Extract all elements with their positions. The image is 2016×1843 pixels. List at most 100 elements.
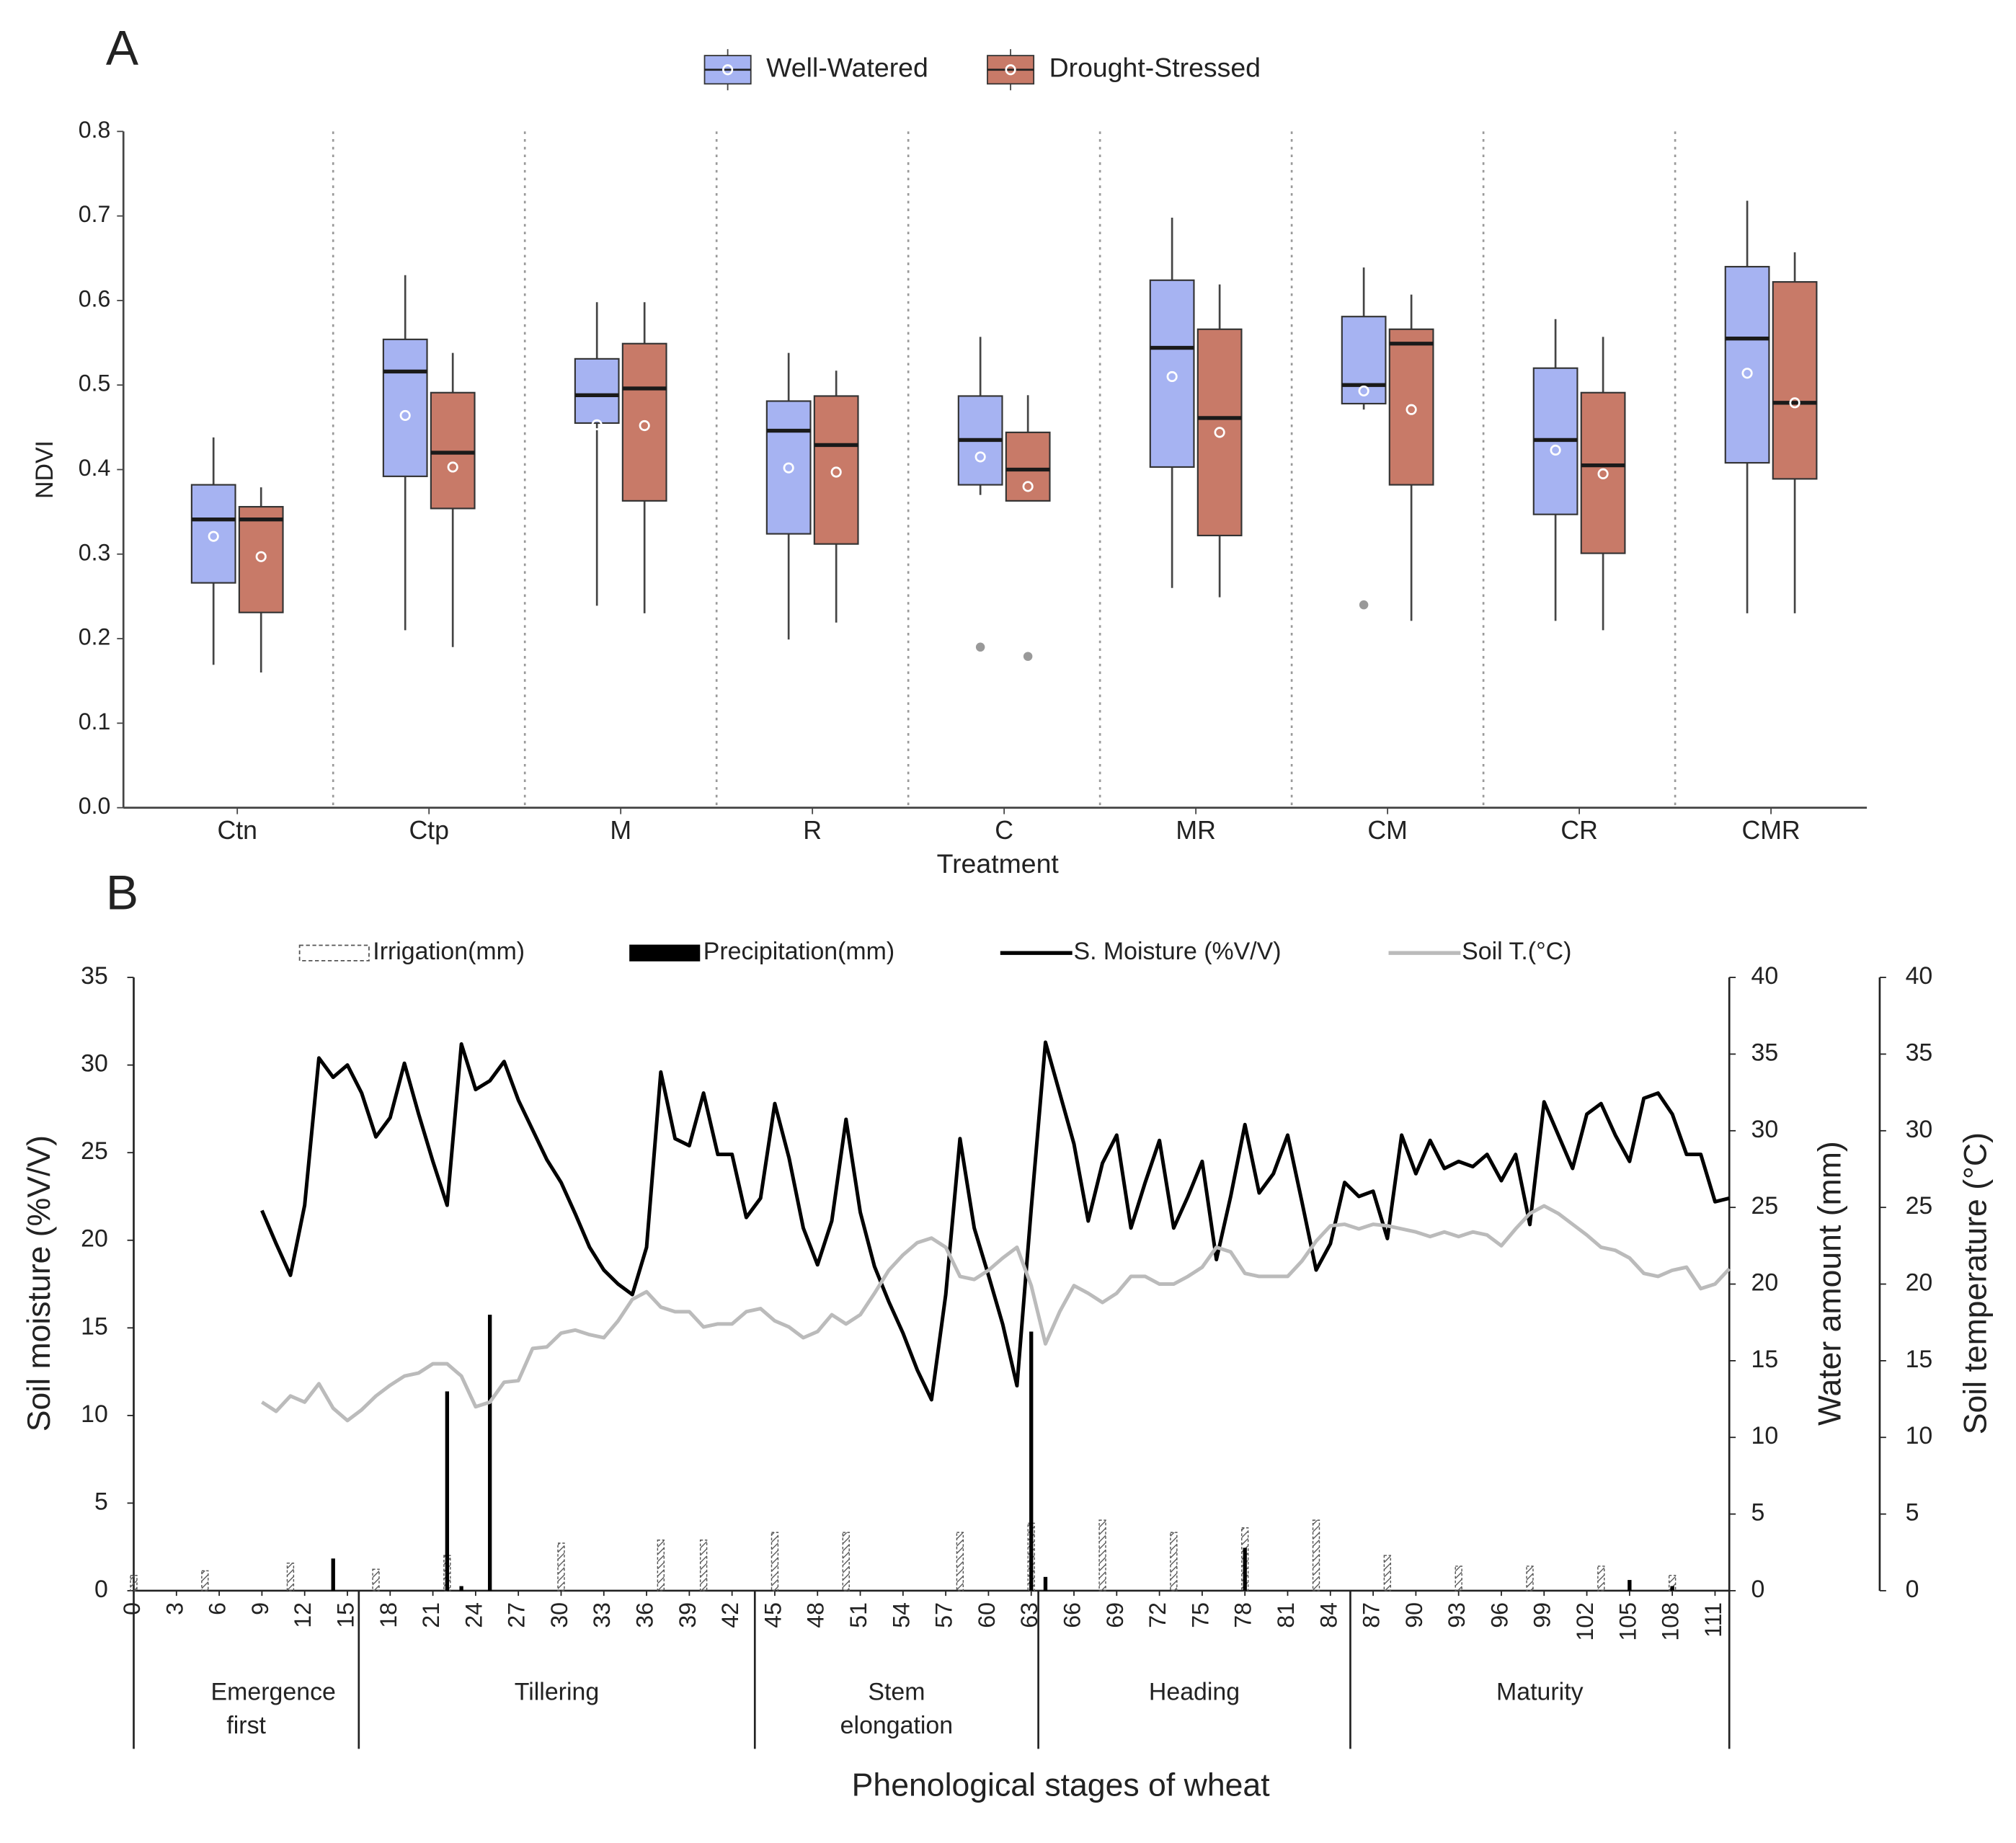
bar (1170, 1532, 1178, 1591)
box (1388, 328, 1434, 486)
y2-tick-label: 35 (1751, 1039, 1779, 1066)
mean (1789, 397, 1800, 409)
line (261, 1204, 1731, 1423)
y-tick-label: 0.6 (79, 285, 111, 311)
x-tick-label: 36 (632, 1602, 658, 1628)
x-tick-label: 87 (1359, 1602, 1385, 1628)
bar (771, 1532, 779, 1591)
bar (1383, 1555, 1392, 1591)
x-tick-label: 9 (247, 1602, 273, 1615)
y2-tick-label: 40 (1751, 962, 1779, 990)
x-tick-label: 99 (1529, 1602, 1555, 1628)
mean (1214, 427, 1225, 438)
x-tick-label: 42 (717, 1602, 743, 1628)
y2-axis-label: Water amount (mm) (1813, 1141, 1848, 1426)
outlier (1023, 652, 1033, 661)
y-tick-label: 0.7 (79, 201, 111, 227)
box (1580, 391, 1626, 554)
y3-tick-label: 35 (1906, 1039, 1933, 1066)
x-tick-label: 39 (675, 1602, 701, 1628)
box (238, 506, 284, 613)
box (1149, 279, 1195, 468)
bar (1526, 1566, 1534, 1591)
bar (1597, 1566, 1605, 1591)
y-tick-label: 0.5 (79, 370, 111, 396)
y2-tick-label: 20 (1751, 1269, 1779, 1296)
y3-tick-label: 30 (1906, 1116, 1933, 1143)
y-tick-label: 20 (81, 1225, 108, 1253)
mean (1550, 444, 1561, 456)
y-tick-label: 0.3 (79, 539, 111, 565)
x-tick-label: 24 (461, 1602, 487, 1628)
y-axis-label: Soil moisture (%V/V) (22, 1135, 57, 1431)
x-tick-label: 75 (1187, 1602, 1213, 1628)
bar (1670, 1586, 1674, 1591)
legend-label: Precipitation(mm) (703, 938, 894, 965)
bar (459, 1586, 463, 1591)
panel-label: A (106, 22, 139, 76)
x-tick-label: 21 (418, 1602, 444, 1628)
x-axis-label: Phenological stages of wheat (852, 1768, 1271, 1803)
legend-label: Well-Watered (766, 53, 928, 83)
y-tick-label: 0.2 (79, 624, 111, 650)
x-tick-label: R (803, 816, 822, 845)
legend-swatch (298, 944, 370, 962)
mean (1741, 368, 1753, 379)
mean (974, 451, 986, 463)
y-tick-label: 0.0 (79, 793, 111, 819)
x-tick-label: 78 (1230, 1602, 1256, 1628)
x-tick-label: 105 (1615, 1602, 1640, 1641)
box (1196, 328, 1243, 537)
bar (1628, 1580, 1632, 1591)
x-axis-label: Treatment (937, 848, 1060, 879)
y3-tick-label: 0 (1906, 1576, 1919, 1603)
box (765, 400, 812, 535)
y2-tick-label: 25 (1751, 1192, 1779, 1220)
y-tick-label: 10 (81, 1400, 108, 1428)
x-tick-label: 111 (1700, 1602, 1726, 1638)
y-tick-label: 0.1 (79, 709, 111, 734)
x-tick-label: 66 (1060, 1602, 1085, 1628)
box (574, 358, 620, 425)
box (813, 395, 859, 545)
y2-tick-label: 30 (1751, 1116, 1779, 1143)
stage-label: Stem elongation (840, 1679, 954, 1740)
x-tick-label: 108 (1658, 1602, 1684, 1641)
mean (830, 466, 842, 478)
y3-axis-label: Soil temperature (°C) (1958, 1132, 1993, 1434)
x-tick-label: 0 (119, 1602, 145, 1615)
x-tick-label: CMR (1741, 816, 1800, 845)
stage-label: Emergence first shoot (210, 1679, 336, 1749)
mean (447, 461, 458, 473)
bar (201, 1570, 209, 1591)
x-tick-label: 102 (1572, 1602, 1598, 1641)
x-tick-label: M (610, 816, 631, 845)
box (621, 342, 667, 502)
y3-tick-label: 40 (1906, 962, 1933, 990)
x-tick-label: 51 (845, 1602, 871, 1628)
legend-mean (1005, 64, 1016, 76)
panel-label: B (106, 866, 138, 920)
bar (372, 1568, 380, 1591)
legend-swatch (629, 944, 701, 962)
stage-label: Maturity (1496, 1679, 1584, 1707)
legend-label: S. Moisture (%V/V) (1073, 938, 1281, 965)
y2-tick-label: 10 (1751, 1422, 1779, 1449)
box (430, 391, 476, 510)
legend-mean (722, 64, 734, 76)
bar (699, 1540, 708, 1591)
x-tick-label: 15 (332, 1602, 358, 1628)
x-tick-label: 27 (504, 1602, 530, 1628)
outlier (975, 642, 985, 652)
x-tick-label: 81 (1273, 1602, 1299, 1628)
bar (1043, 1576, 1048, 1591)
box (382, 338, 428, 477)
x-tick-label: 84 (1315, 1602, 1341, 1628)
y-tick-label: 35 (81, 962, 108, 990)
y-tick-label: 0 (94, 1576, 108, 1603)
stage-box: Emergence first shoot (210, 1679, 336, 1749)
x-tick-label: 18 (376, 1602, 401, 1628)
x-tick-label: 30 (546, 1602, 572, 1628)
bar (1243, 1547, 1247, 1591)
